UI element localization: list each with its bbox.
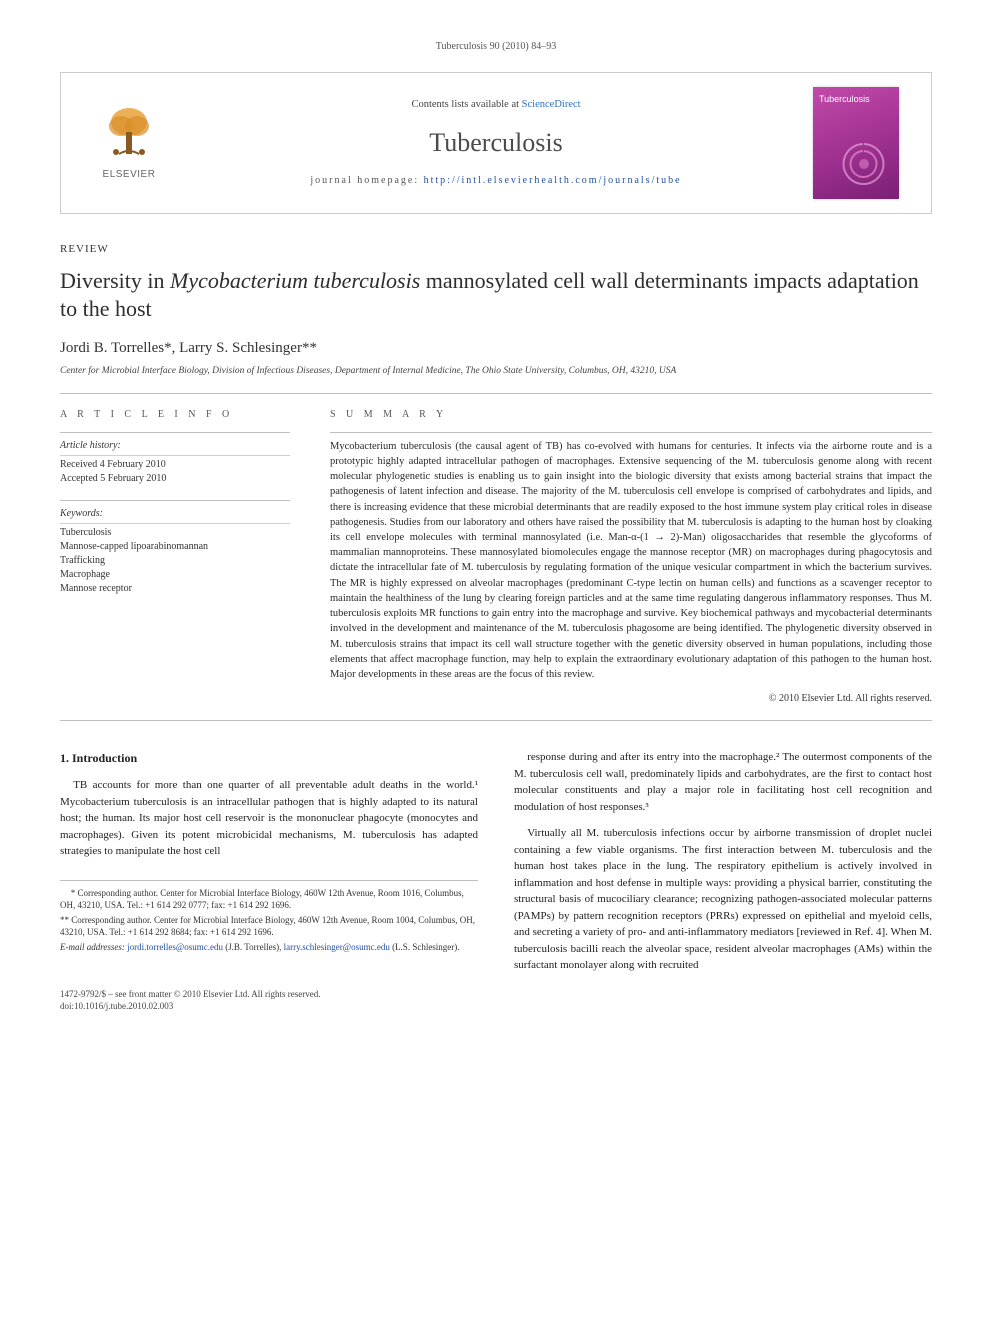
keywords-label: Keywords:: [60, 507, 290, 524]
issn-line: 1472-9792/$ – see front matter © 2010 El…: [60, 988, 932, 1001]
info-summary-grid: A R T I C L E I N F O Article history: R…: [60, 408, 932, 707]
journal-cover-thumbnail: Tuberculosis: [813, 87, 899, 199]
sciencedirect-link[interactable]: ScienceDirect: [522, 99, 581, 110]
email-person-2: (L.S. Schlesinger).: [390, 942, 460, 952]
journal-homepage-line: journal homepage: http://intl.elsevierhe…: [195, 174, 797, 188]
article-info-heading: A R T I C L E I N F O: [60, 408, 290, 422]
authors: Jordi B. Torrelles*, Larry S. Schlesinge…: [60, 338, 932, 359]
journal-title: Tuberculosis: [195, 125, 797, 161]
history-label: Article history:: [60, 439, 290, 456]
cover-art-icon: [839, 139, 889, 189]
cover-title: Tuberculosis: [819, 93, 870, 106]
body-paragraph: response during and after its entry into…: [514, 749, 932, 815]
title-species: Mycobacterium tuberculosis: [170, 268, 420, 293]
email-link-1[interactable]: jordi.torrelles@osumc.edu: [127, 942, 223, 952]
article-info-block: A R T I C L E I N F O Article history: R…: [60, 408, 290, 707]
banner-center: Contents lists available at ScienceDirec…: [195, 98, 797, 187]
corresponding-author-2: ** Corresponding author. Center for Micr…: [60, 914, 478, 938]
footer-block: 1472-9792/$ – see front matter © 2010 El…: [60, 988, 932, 1013]
running-head: Tuberculosis 90 (2010) 84–93: [60, 40, 932, 54]
article-title: Diversity in Mycobacterium tuberculosis …: [60, 267, 932, 322]
article-type: REVIEW: [60, 242, 932, 257]
summary-text: Mycobacterium tuberculosis (the causal a…: [330, 439, 932, 683]
divider: [60, 500, 290, 501]
email-addresses: E-mail addresses: jordi.torrelles@osumc.…: [60, 941, 478, 953]
journal-homepage-link[interactable]: http://intl.elsevierhealth.com/journals/…: [424, 175, 682, 186]
email-person-1: (J.B. Torrelles),: [223, 942, 284, 952]
keyword: Trafficking: [60, 554, 290, 568]
journal-banner: ELSEVIER Contents lists available at Sci…: [60, 72, 932, 214]
title-pre: Diversity in: [60, 268, 170, 293]
keyword: Mannose receptor: [60, 582, 290, 596]
divider: [60, 393, 932, 394]
summary-block: S U M M A R Y Mycobacterium tuberculosis…: [330, 408, 932, 707]
email-link-2[interactable]: larry.schlesinger@osumc.edu: [284, 942, 390, 952]
body-columns: 1. Introduction TB accounts for more tha…: [60, 749, 932, 974]
corresponding-author-1: * Corresponding author. Center for Micro…: [60, 887, 478, 911]
keyword: Tuberculosis: [60, 526, 290, 540]
divider: [60, 432, 290, 433]
homepage-label: journal homepage:: [310, 175, 423, 186]
accepted-date: Accepted 5 February 2010: [60, 472, 290, 486]
keyword: Macrophage: [60, 568, 290, 582]
publisher-logo: ELSEVIER: [79, 104, 179, 182]
divider: [330, 432, 932, 433]
elsevier-tree-icon: [101, 104, 157, 164]
summary-copyright: © 2010 Elsevier Ltd. All rights reserved…: [330, 692, 932, 706]
section-heading: 1. Introduction: [60, 749, 478, 767]
keyword: Mannose-capped lipoarabinomannan: [60, 540, 290, 554]
doi-line: doi:10.1016/j.tube.2010.02.003: [60, 1000, 932, 1013]
affiliation: Center for Microbial Interface Biology, …: [60, 365, 932, 378]
body-paragraph: TB accounts for more than one quarter of…: [60, 777, 478, 860]
contents-available-line: Contents lists available at ScienceDirec…: [195, 98, 797, 113]
divider: [60, 720, 932, 721]
body-paragraph: Virtually all M. tuberculosis infections…: [514, 825, 932, 974]
contents-label: Contents lists available at: [411, 99, 521, 110]
footnotes: * Corresponding author. Center for Micro…: [60, 880, 478, 954]
publisher-name: ELSEVIER: [103, 168, 156, 182]
received-date: Received 4 February 2010: [60, 458, 290, 472]
summary-heading: S U M M A R Y: [330, 408, 932, 422]
email-label: E-mail addresses:: [60, 942, 125, 952]
